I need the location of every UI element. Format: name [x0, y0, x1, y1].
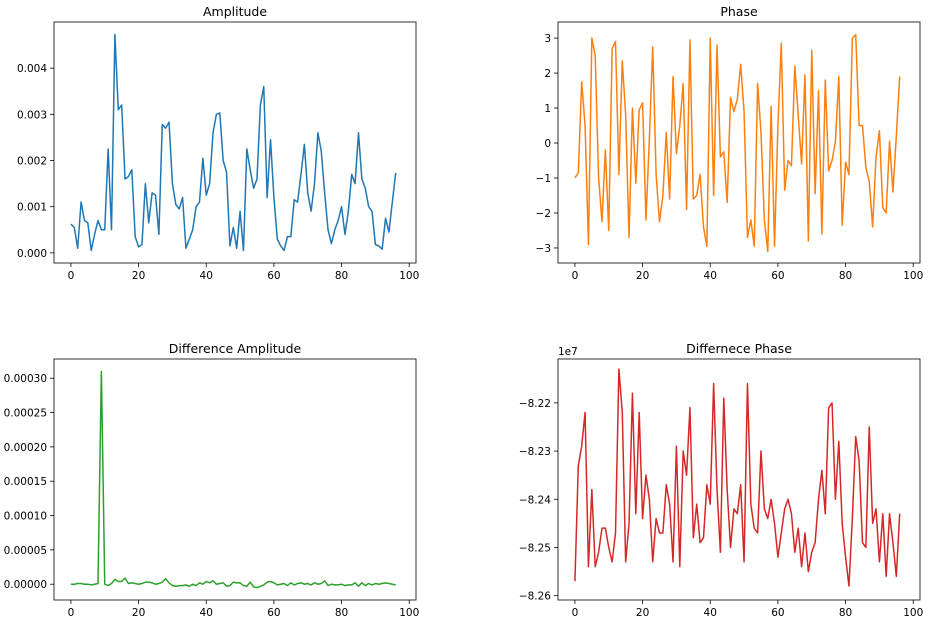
- x-tick-label: 80: [335, 607, 348, 619]
- subplot-title: Differnece Phase: [686, 341, 792, 356]
- y-tick-label: −8.22: [519, 398, 551, 410]
- offset-label: 1e7: [558, 346, 578, 358]
- y-tick-label: 3: [544, 33, 551, 45]
- axes-frame: [557, 21, 921, 264]
- y-tick-label: 0.00010: [4, 511, 47, 523]
- y-tick-label: −8.25: [519, 542, 551, 554]
- x-tick-label: 40: [200, 270, 213, 282]
- x-tick-label: 0: [68, 607, 75, 619]
- data-line: [70, 370, 396, 589]
- x-tick-label: 80: [839, 607, 852, 619]
- x-tick-label: 0: [68, 270, 75, 282]
- y-tick-label: −8.23: [519, 446, 551, 458]
- x-tick-label: 20: [132, 270, 145, 282]
- data-line: [70, 33, 397, 252]
- data-line: [574, 33, 901, 253]
- y-tick-label: −2: [536, 208, 551, 220]
- subplot-title: Difference Amplitude: [169, 341, 302, 356]
- y-tick-label: −8.26: [519, 591, 551, 603]
- x-tick-label: 0: [572, 270, 579, 282]
- y-tick-label: 0.001: [17, 202, 47, 214]
- y-tick-label: 0.00020: [4, 442, 47, 454]
- y-tick-label: 0: [544, 138, 551, 150]
- x-tick-label: 100: [399, 607, 419, 619]
- axes-frame: [53, 21, 417, 264]
- x-tick-label: 80: [335, 270, 348, 282]
- y-tick-label: 0.002: [17, 156, 47, 168]
- x-tick-label: 40: [704, 270, 717, 282]
- subplot-title: Phase: [720, 4, 758, 19]
- x-tick-label: 40: [200, 607, 213, 619]
- y-tick-label: 0.00025: [4, 408, 47, 420]
- x-tick-label: 40: [704, 607, 717, 619]
- x-tick-label: 100: [903, 270, 923, 282]
- y-tick-label: 1: [544, 103, 551, 115]
- y-tick-label: −3: [536, 243, 551, 255]
- x-tick-label: 60: [771, 607, 784, 619]
- x-tick-label: 60: [771, 270, 784, 282]
- y-tick-label: 0.00005: [4, 545, 47, 557]
- x-tick-label: 20: [132, 607, 145, 619]
- subplot-title: Amplitude: [203, 4, 267, 19]
- axes-frame: [557, 358, 921, 601]
- y-tick-label: −8.24: [519, 494, 551, 506]
- x-tick-label: 20: [636, 270, 649, 282]
- y-tick-label: 2: [544, 68, 551, 80]
- x-tick-label: 100: [399, 270, 419, 282]
- x-tick-label: 100: [903, 607, 923, 619]
- x-tick-label: 60: [267, 607, 280, 619]
- y-tick-label: 0.004: [17, 63, 47, 75]
- y-tick-label: 0.00000: [4, 579, 47, 591]
- y-tick-label: 0.00015: [4, 476, 47, 488]
- x-tick-label: 0: [572, 607, 579, 619]
- y-tick-label: 0.003: [17, 109, 47, 121]
- y-tick-label: 0.000: [17, 248, 47, 260]
- y-tick-label: 0.00030: [4, 373, 47, 385]
- y-tick-label: −1: [536, 173, 551, 185]
- x-tick-label: 80: [839, 270, 852, 282]
- x-tick-label: 60: [267, 270, 280, 282]
- axes-frame: [53, 358, 417, 601]
- x-tick-label: 20: [636, 607, 649, 619]
- data-line: [574, 368, 901, 587]
